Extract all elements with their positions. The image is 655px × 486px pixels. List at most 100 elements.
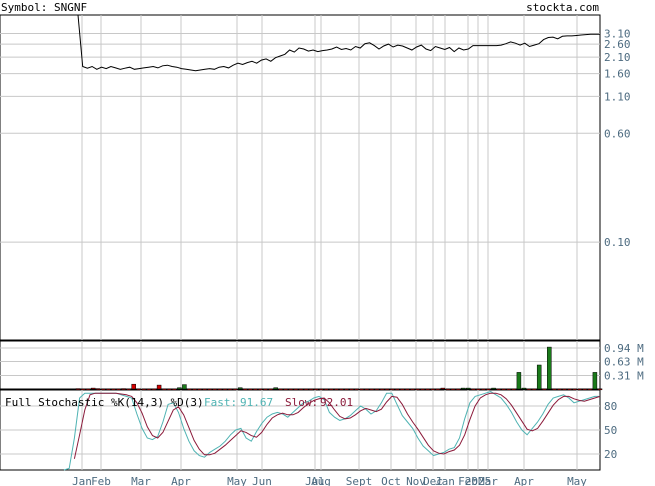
x-tick-label: Sept (346, 475, 373, 486)
volume-bar (344, 388, 349, 391)
volume-bar (146, 388, 152, 391)
volume-bar (567, 388, 572, 391)
volume-bar (141, 388, 147, 391)
volume-bar (258, 388, 263, 391)
x-tick-label: Nov (406, 475, 426, 486)
volume-bar (96, 388, 101, 390)
volume-bar (486, 388, 491, 391)
volume-bar (562, 388, 567, 391)
volume-y-tick-label: 0.94 M (604, 342, 644, 355)
volume-bar (379, 388, 385, 391)
price-grid (0, 15, 600, 340)
volume-bar (288, 388, 294, 391)
volume-bar (237, 387, 243, 390)
volume-bar (156, 384, 162, 390)
volume-bar (425, 388, 430, 391)
volume-y-tick-label: 0.31 M (604, 369, 644, 382)
volume-bar (481, 388, 486, 391)
stochastic-y-ticks: 80 50 20 (604, 400, 617, 461)
volume-bar (116, 388, 121, 391)
volume-bars (75, 346, 603, 391)
volume-y-ticks: 0.94 M0.63 M0.31 M (604, 342, 644, 382)
stochastic-y-tick-label: 20 (604, 448, 617, 461)
volume-bar (268, 388, 273, 391)
volume-bar (136, 388, 142, 391)
volume-bar (242, 388, 248, 391)
price-y-tick-label: 2.60 (604, 38, 631, 51)
volume-bar (430, 388, 436, 391)
volume-bar (90, 387, 96, 390)
volume-bar (547, 346, 552, 390)
price-y-tick-label: 1.10 (604, 90, 631, 103)
volume-bar (319, 388, 324, 391)
volume-bar (172, 388, 177, 391)
volume-bar (395, 388, 400, 391)
volume-bar (369, 388, 375, 391)
x-tick-label: Jun (252, 475, 272, 486)
volume-bar (329, 388, 334, 391)
volume-y-tick-label: 0.63 M (604, 356, 644, 369)
volume-bar (349, 388, 354, 391)
volume-bar (364, 388, 370, 391)
volume-bar (471, 388, 476, 391)
volume-bar (445, 388, 451, 391)
volume-bar (313, 388, 319, 391)
volume-bar (166, 388, 172, 391)
volume-bar (75, 388, 81, 390)
fast-label: Fast: (204, 396, 237, 409)
x-tick-label: Feb (458, 475, 478, 486)
volume-bar (597, 388, 603, 391)
volume-bar (476, 388, 481, 391)
x-tick-label: 2025 (465, 475, 492, 486)
volume-bar (202, 388, 207, 391)
volume-bar (506, 388, 512, 391)
volume-bar (308, 388, 314, 391)
volume-bar (460, 387, 466, 390)
stochastic-title: Full Stochastic %K(14,3) %D(3) (5, 396, 204, 409)
volume-grid (0, 341, 600, 389)
volume-bar (455, 388, 461, 391)
volume-bar (420, 388, 425, 391)
volume-bar (511, 388, 517, 391)
volume-bar (131, 383, 136, 390)
volume-bar (521, 387, 527, 390)
price-y-tick-label: 1.60 (604, 68, 631, 81)
volume-bar (334, 388, 339, 391)
x-tick-label: Dec (423, 475, 443, 486)
volume-bar (283, 388, 289, 391)
volume-bar (161, 388, 167, 391)
x-tick-label: Aug (311, 475, 331, 486)
volume-bar (182, 384, 187, 390)
volume-bar (217, 388, 223, 391)
volume-bar (557, 388, 562, 391)
volume-bar (121, 388, 126, 390)
x-tick-label: Jul (305, 475, 325, 486)
volume-bar (415, 388, 420, 391)
volume-bar (227, 388, 233, 391)
volume-bar (410, 388, 415, 391)
volume-bar (253, 388, 258, 391)
stochastic-y-tick-label: 50 (604, 424, 617, 437)
volume-bar (491, 387, 496, 390)
volume-bar (435, 388, 441, 391)
volume-bar (106, 388, 111, 391)
volume-bar (339, 388, 344, 391)
volume-bar (465, 387, 471, 390)
volume-bar (101, 388, 106, 391)
x-tick-label: Feb (91, 475, 111, 486)
volume-bar (587, 388, 593, 391)
price-line (77, 14, 600, 72)
volume-bar (126, 388, 131, 391)
x-tick-label: Apr (171, 475, 191, 486)
fast-line (63, 391, 600, 471)
volume-bar (278, 388, 283, 391)
x-tick-label: May (227, 475, 247, 486)
volume-bar (536, 364, 542, 390)
volume-bar (384, 388, 390, 391)
price-y-ticks: 3.102.602.10 1.60 1.10 0.60 0.10 (604, 27, 631, 249)
price-y-tick-label: 0.60 (604, 127, 631, 140)
volume-bar (542, 388, 547, 391)
volume-bar (248, 388, 253, 391)
volume-bar (450, 388, 456, 391)
